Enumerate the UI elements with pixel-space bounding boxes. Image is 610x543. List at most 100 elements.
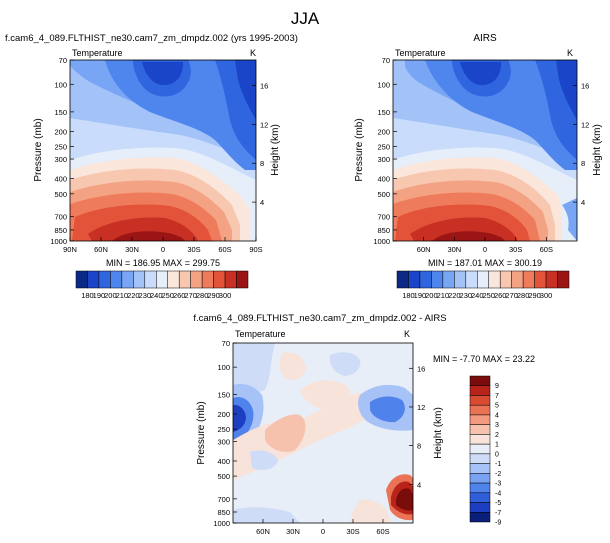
- colorbar-label: 260: [173, 291, 186, 300]
- y-tick-label: 400: [377, 175, 390, 184]
- heatmap-field: [250, 450, 278, 470]
- x-tick-label: 60N: [94, 245, 108, 254]
- colorbar-swatch: [110, 270, 123, 289]
- panel-model-plot-area: [70, 60, 256, 241]
- colorbar-label: 280: [517, 291, 530, 300]
- heatmap-field: [279, 352, 306, 380]
- colorbar-swatch: [133, 270, 146, 289]
- colorbar-swatch: [511, 270, 524, 289]
- y2-tick-label: 8: [260, 159, 264, 168]
- heatmap-field: [460, 62, 501, 86]
- y2-tick-label: 12: [417, 403, 425, 412]
- colorbar-label: 180: [81, 291, 94, 300]
- panel-diff-y2label: Height (km): [433, 407, 444, 459]
- y-tick-label: 500: [217, 472, 230, 481]
- colorbar-swatch: [488, 270, 501, 289]
- heatmap-field: [350, 499, 390, 523]
- y-tick-label: 500: [54, 190, 67, 199]
- heatmap-field: [370, 396, 405, 423]
- y-tick-label: 250: [54, 143, 67, 152]
- y-tick-label: 200: [217, 410, 230, 419]
- y2-tick-label: 8: [417, 442, 421, 451]
- y-tick-label: 250: [217, 425, 230, 434]
- colorbar-label: 280: [196, 291, 209, 300]
- figure-title: JJA: [291, 9, 320, 28]
- colorbar-swatch: [178, 270, 191, 289]
- y-tick-label: 300: [54, 155, 67, 164]
- y-tick-label: 70: [222, 339, 230, 348]
- colorbar-label: 250: [482, 291, 495, 300]
- y-tick-label: 150: [54, 108, 67, 117]
- y-tick-label: 400: [217, 457, 230, 466]
- colorbar-label: -9: [495, 520, 501, 527]
- y-tick-label: 150: [217, 391, 230, 400]
- colorbar-swatch: [156, 270, 168, 289]
- y2-tick-label: 4: [581, 198, 585, 207]
- colorbar-label: 240: [150, 291, 163, 300]
- y-tick-label: 300: [377, 155, 390, 164]
- panel-obs-plot-area: [393, 60, 577, 241]
- colorbar-swatch: [499, 270, 512, 289]
- colorbar-label: 3: [495, 422, 499, 429]
- colorbar-swatch: [522, 270, 535, 289]
- y2-tick-label: 16: [581, 81, 589, 90]
- panel-obs-stats: MIN = 187.01 MAX = 300.19: [428, 258, 542, 268]
- heatmap-field: [396, 488, 413, 511]
- panel-model-stats: MIN = 186.95 MAX = 299.75: [106, 258, 220, 268]
- y-tick-label: 100: [377, 80, 390, 89]
- panel-obs-y-ticks: 70 100 150 200 250 300 400 500 700 850 1000: [373, 56, 397, 246]
- x-tick-label: 60S: [540, 245, 553, 254]
- heatmap-field: [233, 404, 246, 432]
- colorbar-label: 290: [528, 291, 541, 300]
- colorbar-swatch: [534, 270, 547, 289]
- colorbar-swatch: [469, 502, 491, 513]
- panel-model-y2-ticks: 16 12 8 4: [252, 81, 268, 207]
- colorbar-label: 9: [495, 383, 499, 390]
- colorbar-swatch: [190, 270, 203, 289]
- colorbar-swatch: [87, 270, 100, 289]
- colorbar-label: 190: [93, 291, 106, 300]
- y2-tick-label: 4: [260, 198, 264, 207]
- panel-diff-colorbar: 9 7 5 4 3 2 1 0 -1 -2 -3 -4 -5 -7 -9: [469, 375, 501, 527]
- panel-obs-title: AIRS: [473, 33, 497, 44]
- panel-obs-units-label: K: [567, 48, 573, 58]
- colorbar-label: -1: [495, 461, 501, 468]
- colorbar-swatch: [469, 463, 491, 474]
- colorbar-label: 7: [495, 393, 499, 400]
- panel-diff-stats: MIN = -7.70 MAX = 23.22: [433, 354, 535, 364]
- heatmap-field: [556, 60, 577, 120]
- colorbar-swatch: [144, 270, 157, 289]
- heatmap-field: [105, 60, 256, 170]
- colorbar-label: 2: [495, 432, 499, 439]
- colorbar-label: 4: [495, 412, 499, 419]
- panel-diff-plot-area: [233, 343, 413, 523]
- colorbar-label: 230: [139, 291, 152, 300]
- colorbar-swatch: [213, 270, 226, 289]
- colorbar-swatch: [469, 473, 491, 484]
- panel-diff-x-ticks: 60N 30N 0 30S 60S: [256, 519, 390, 536]
- colorbar-label: 200: [425, 291, 438, 300]
- colorbar-swatch: [469, 512, 491, 523]
- x-tick-label: 30S: [346, 527, 359, 536]
- colorbar-label: 290: [207, 291, 220, 300]
- panel-diff-ylabel: Pressure (mb): [196, 401, 207, 464]
- colorbar-swatch: [98, 270, 111, 289]
- panel-obs-ylabel: Pressure (mb): [354, 118, 365, 181]
- colorbar-swatch: [419, 270, 432, 289]
- panel-diff-y-ticks: 70 100 150 200 250 300 400 500 700 850 1000: [213, 339, 237, 528]
- y2-tick-label: 12: [260, 120, 268, 129]
- y-tick-label: 850: [54, 226, 67, 235]
- y-tick-label: 200: [54, 127, 67, 136]
- colorbar-swatch: [545, 270, 558, 289]
- colorbar-swatch: [469, 414, 491, 425]
- y-tick-label: 100: [54, 80, 67, 89]
- x-tick-label: 30N: [447, 245, 461, 254]
- colorbar-label: -2: [495, 471, 501, 478]
- colorbar-label: 260: [494, 291, 507, 300]
- panel-diff-title: f.cam6_4_089.FLTHIST_ne30.cam7_zm_dmpdz.…: [193, 313, 446, 324]
- panel-obs: AIRS Temperature K Pressure (mb) Height …: [354, 33, 603, 300]
- colorbar-swatch: [201, 270, 214, 289]
- colorbar-swatch: [396, 270, 409, 289]
- colorbar-swatch: [557, 270, 570, 289]
- x-tick-label: 60S: [218, 245, 231, 254]
